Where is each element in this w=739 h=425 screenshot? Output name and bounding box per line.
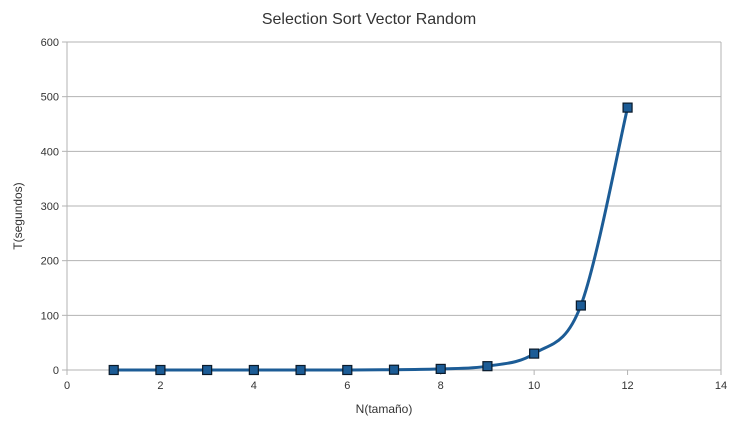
data-point-marker <box>202 364 213 376</box>
y-tick-label: 500 <box>41 92 59 104</box>
x-tick-label: 2 <box>157 380 163 392</box>
data-point-marker <box>388 364 400 375</box>
series-layer <box>108 102 633 376</box>
y-tick-label: 200 <box>41 256 59 268</box>
data-point-marker <box>155 364 166 376</box>
y-tick-label: 400 <box>41 146 59 158</box>
data-point-marker <box>482 361 493 372</box>
x-tick-label: 6 <box>344 380 350 392</box>
data-point-marker <box>435 363 446 375</box>
data-point-marker <box>295 364 306 376</box>
data-point-marker <box>342 364 353 376</box>
chart-title: Selection Sort Vector Random <box>262 11 476 28</box>
y-tick-label: 600 <box>41 37 59 49</box>
x-tick-label: 0 <box>64 380 70 392</box>
x-tick-label: 10 <box>528 380 540 392</box>
x-axis-label: N(tamaño) <box>356 402 413 416</box>
y-tick-label: 0 <box>53 365 59 377</box>
x-tick-label: 8 <box>438 380 444 392</box>
grid-layer <box>67 41 722 371</box>
x-tick-label: 4 <box>251 380 257 392</box>
x-tick-label: 14 <box>715 380 727 392</box>
data-point-marker <box>108 364 119 376</box>
data-point-marker <box>529 348 540 359</box>
data-point-marker <box>248 364 259 376</box>
data-point-marker <box>622 102 633 113</box>
x-tick-label: 12 <box>621 380 633 392</box>
axis-layer: 0 100 200 300 400 500 600 0 2 4 6 8 10 12 14 <box>41 37 727 392</box>
y-axis-label: T(segundos) <box>11 182 25 249</box>
series-line <box>113 107 630 372</box>
y-tick-label: 100 <box>41 310 59 322</box>
data-point-marker <box>575 300 586 311</box>
y-tick-label: 300 <box>41 201 59 213</box>
